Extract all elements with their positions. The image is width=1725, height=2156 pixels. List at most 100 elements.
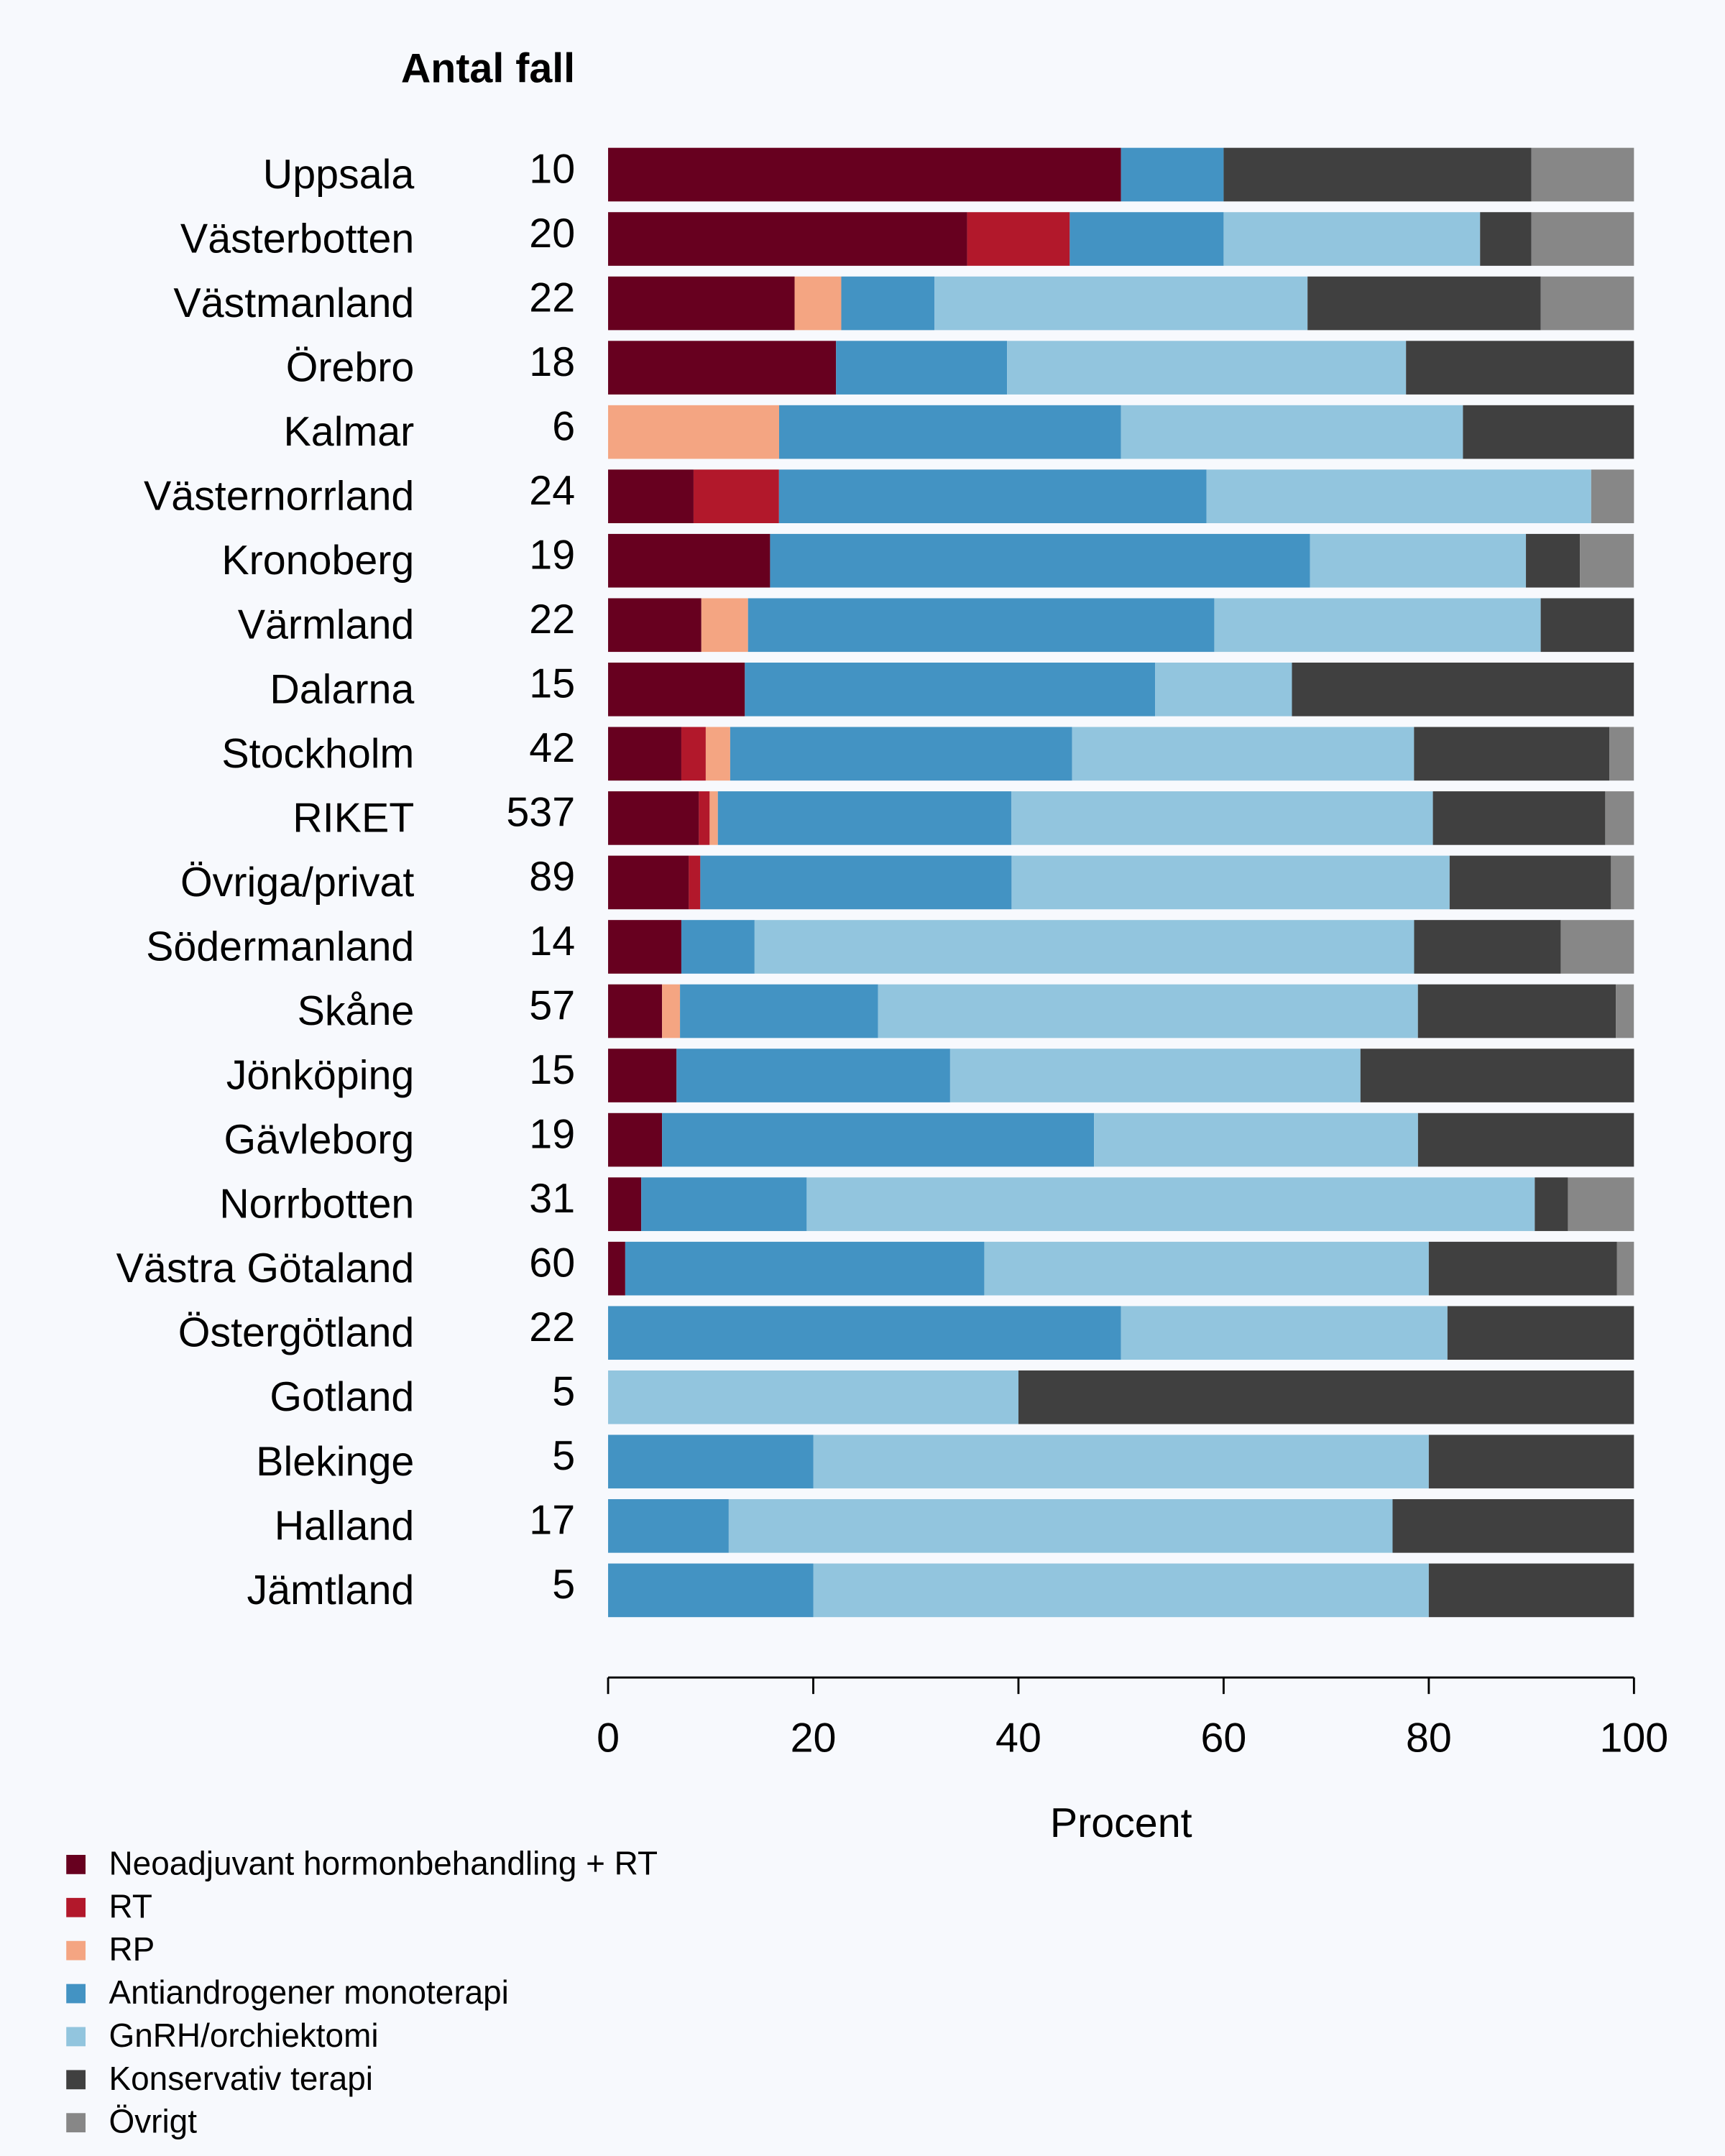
bar-segment <box>1223 212 1481 266</box>
count-label: 20 <box>529 211 575 257</box>
legend-label: Övrigt <box>109 2103 198 2140</box>
x-tick-label: 80 <box>1406 1715 1452 1761</box>
legend-label: Neoadjuvant hormonbehandling + RT <box>109 1844 658 1881</box>
category-label: Kalmar <box>284 409 415 455</box>
bar-segment <box>813 1563 1429 1618</box>
count-label: 22 <box>529 275 575 321</box>
x-tick-label: 100 <box>1599 1715 1668 1761</box>
bar-segment <box>745 663 1156 717</box>
bar-segment <box>608 1177 642 1231</box>
bar-segment <box>1307 276 1541 331</box>
bar-segment <box>1417 984 1616 1038</box>
bar-segment <box>949 1049 1361 1102</box>
count-label: 42 <box>529 725 575 771</box>
count-label: 24 <box>529 468 575 514</box>
bar-segment <box>705 727 730 781</box>
count-label: 5 <box>552 1562 575 1608</box>
x-tick-label: 60 <box>1201 1715 1247 1761</box>
category-label: RIKET <box>293 795 414 841</box>
bar-segment <box>608 920 681 974</box>
category-label: Västmanland <box>173 280 414 326</box>
bar-segment <box>625 1241 985 1296</box>
bar-segment <box>701 598 748 653</box>
bar-segment <box>608 727 681 781</box>
bar-segment <box>1540 598 1634 653</box>
bar-segment <box>1480 212 1532 266</box>
bar-segment <box>748 598 1215 653</box>
bar-segment <box>608 1049 677 1102</box>
bar-segment <box>676 1049 950 1102</box>
bar-segment <box>680 984 878 1038</box>
bar-segment <box>1568 1177 1634 1231</box>
bar-segment <box>1011 791 1433 845</box>
count-label: 19 <box>529 1111 575 1157</box>
bar-segment <box>1414 920 1561 974</box>
bar-segment <box>681 727 706 781</box>
bar-segment <box>1070 212 1224 266</box>
category-label: Kronoberg <box>221 538 414 584</box>
category-label: Östergötland <box>178 1310 415 1356</box>
bar-segment <box>608 791 699 845</box>
bar-segment <box>608 1306 1121 1360</box>
bar-segment <box>770 533 1310 588</box>
bar-segment <box>1560 920 1634 974</box>
x-tick-label: 40 <box>995 1715 1041 1761</box>
legend-swatch <box>66 1984 86 2004</box>
bar-segment <box>778 469 1207 523</box>
bar-segment <box>1591 469 1634 523</box>
bar-segment <box>608 212 967 266</box>
count-label: 6 <box>552 403 575 449</box>
count-header: Antal fall <box>401 46 575 92</box>
bar-segment <box>778 405 1121 459</box>
bar-segment <box>1417 1112 1634 1167</box>
bar-segment <box>699 791 710 845</box>
legend-swatch <box>66 1940 86 1961</box>
bar-segment <box>662 1112 1095 1167</box>
bar-segment <box>794 276 842 331</box>
bar-segment <box>1206 469 1591 523</box>
bar-segment <box>1428 1563 1634 1618</box>
bar-segment <box>1540 276 1634 331</box>
x-axis-label: Procent <box>1050 1800 1192 1846</box>
category-label: Jönköping <box>226 1053 415 1099</box>
category-label: Örebro <box>286 345 415 391</box>
category-label: Skåne <box>298 988 415 1034</box>
bar-segment <box>1463 405 1634 459</box>
bar-segment <box>608 469 694 523</box>
bar-segment <box>608 663 745 717</box>
bar-segment <box>700 855 1012 910</box>
category-label: Övriga/privat <box>180 860 414 906</box>
bar-segment <box>1121 147 1224 202</box>
count-label: 31 <box>529 1176 575 1222</box>
bar-segment <box>608 533 770 588</box>
bar-segment <box>1360 1049 1634 1102</box>
bar-segment <box>1616 1241 1634 1296</box>
bar-segment <box>608 1434 814 1489</box>
category-label: Västerbotten <box>180 216 414 262</box>
bar-segment <box>754 920 1414 974</box>
bar-segment <box>608 1112 663 1167</box>
legend-swatch <box>66 1854 86 1874</box>
bar-segment <box>934 276 1308 331</box>
legend-swatch <box>66 2027 86 2047</box>
count-label: 14 <box>529 918 575 964</box>
count-label: 22 <box>529 596 575 642</box>
bar-segment <box>608 855 689 910</box>
category-label: Stockholm <box>221 731 414 777</box>
bar-segment <box>608 341 837 395</box>
bar-segment <box>1223 147 1532 202</box>
legend-label: Antiandrogener monoterapi <box>109 1973 509 2011</box>
bar-segment <box>608 598 702 653</box>
bar-segment <box>1616 984 1634 1038</box>
bar-segment <box>1155 663 1292 717</box>
bar-segment <box>608 1499 729 1553</box>
legend-swatch <box>66 2113 86 2133</box>
bar-segment <box>641 1177 807 1231</box>
count-label: 57 <box>529 982 575 1028</box>
category-label: Gotland <box>270 1374 414 1420</box>
bar-segment <box>1428 1241 1617 1296</box>
count-label: 18 <box>529 339 575 385</box>
category-label: Gävleborg <box>224 1117 415 1163</box>
count-label: 19 <box>529 533 575 579</box>
